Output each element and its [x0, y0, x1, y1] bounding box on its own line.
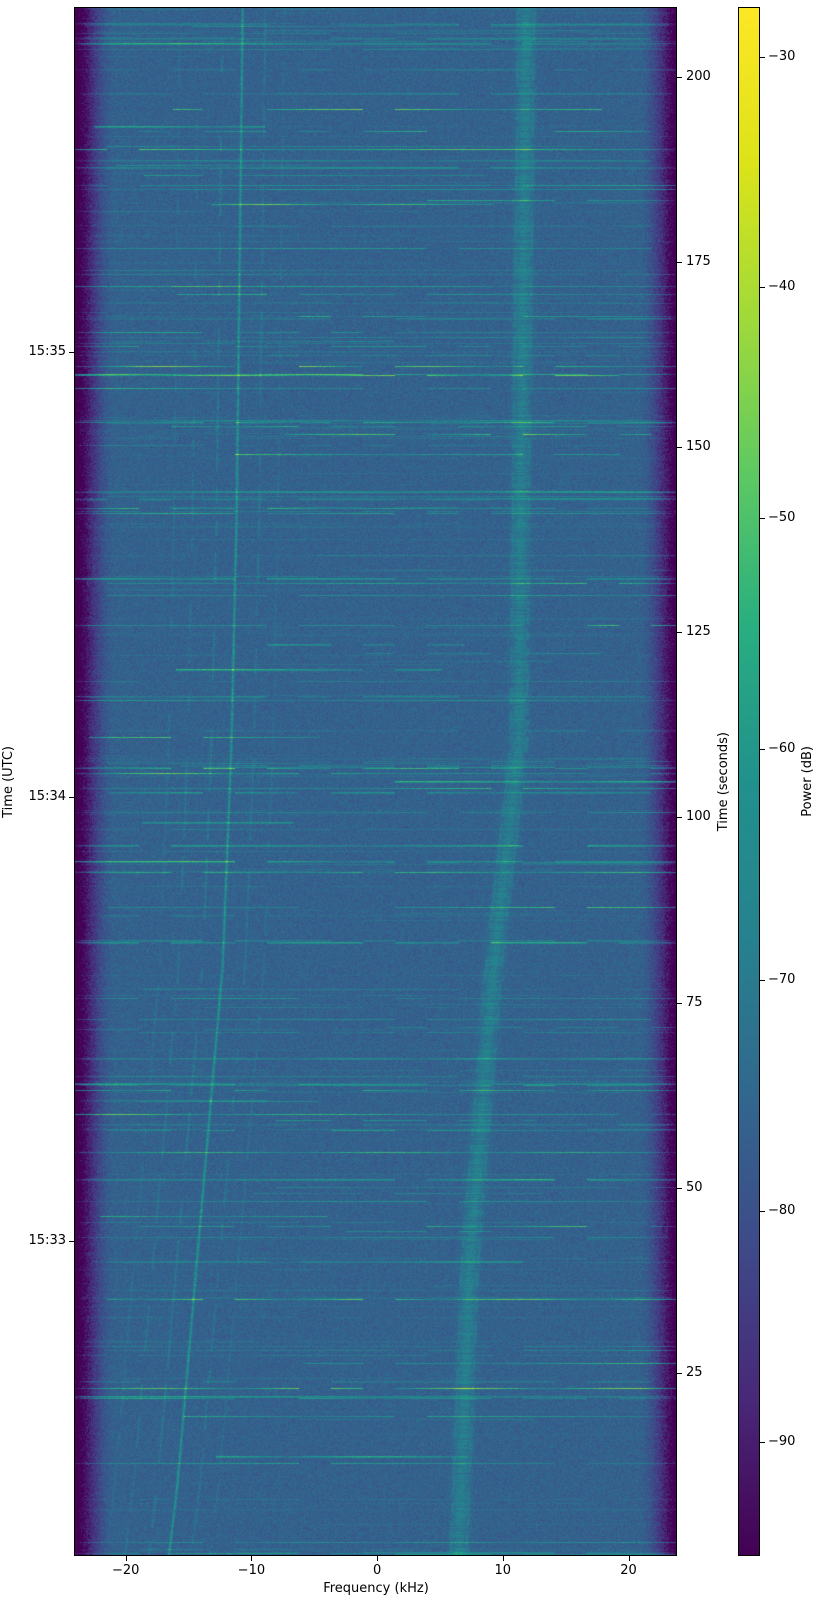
y-right-tick [677, 632, 682, 634]
y-right-tick-label: 125 [686, 624, 711, 640]
y-right-axis-label: Time (seconds) [716, 731, 731, 832]
y-left-tick [69, 352, 74, 354]
colorbar-tick-label: −30 [768, 48, 796, 64]
y-left-tick [69, 1241, 74, 1242]
y-right-tick-label: 75 [686, 994, 703, 1010]
y-right-tick-label: 50 [686, 1179, 703, 1195]
colorbar-tick [760, 518, 765, 520]
colorbar-tick-label: −70 [768, 972, 796, 988]
colorbar-tick-label: −80 [768, 1203, 796, 1218]
y-right-tick-label: 25 [686, 1364, 703, 1380]
y-right-tick-label: 150 [686, 439, 711, 455]
y-right-tick [677, 76, 682, 78]
y-right-tick-label: 200 [686, 68, 711, 84]
colorbar-tick-label: −90 [768, 1433, 796, 1449]
colorbar-tick-label: −50 [768, 510, 796, 526]
plot-border [74, 7, 677, 1556]
spectrogram-canvas [75, 8, 676, 1555]
x-axis-tick-label: 20 [620, 1563, 637, 1578]
y-left-tick [69, 796, 74, 798]
x-axis-label: Frequency (kHz) [323, 1581, 429, 1596]
x-axis-tick [377, 1556, 379, 1561]
y-left-tick-label: 15:33 [28, 1233, 66, 1248]
colorbar [738, 7, 760, 1556]
y-left-tick-label: 15:35 [28, 344, 66, 360]
colorbar-tick [760, 749, 765, 751]
x-axis-tick-label: 10 [494, 1563, 512, 1578]
y-right-tick [677, 1187, 682, 1189]
y-left-axis-label: Time (UTC) [1, 745, 16, 818]
y-right-tick-label: 100 [686, 809, 711, 825]
x-axis-tick [502, 1556, 504, 1561]
x-axis-tick [125, 1556, 127, 1561]
colorbar-tick [760, 980, 765, 982]
colorbar-tick-label: −40 [768, 279, 796, 295]
y-right-tick [677, 447, 682, 449]
colorbar-gradient [739, 8, 759, 1555]
x-axis-tick [628, 1556, 630, 1561]
y-right-tick [677, 262, 682, 263]
colorbar-label: Power (dB) [800, 746, 815, 817]
y-left-tick-label: 15:34 [28, 788, 66, 804]
y-right-tick-label: 175 [686, 254, 711, 269]
y-right-tick [677, 817, 682, 819]
x-axis-tick-label: −20 [111, 1563, 140, 1578]
y-right-tick [677, 1002, 682, 1004]
colorbar-tick [760, 1441, 765, 1443]
y-right-tick [677, 1372, 682, 1374]
colorbar-tick [760, 56, 765, 58]
x-axis-tick-label: 0 [372, 1563, 382, 1578]
colorbar-tick [760, 287, 765, 289]
x-axis-tick [251, 1556, 253, 1561]
colorbar-tick [760, 1211, 765, 1212]
x-axis-tick-label: −10 [237, 1563, 266, 1578]
colorbar-tick-label: −60 [768, 741, 796, 757]
